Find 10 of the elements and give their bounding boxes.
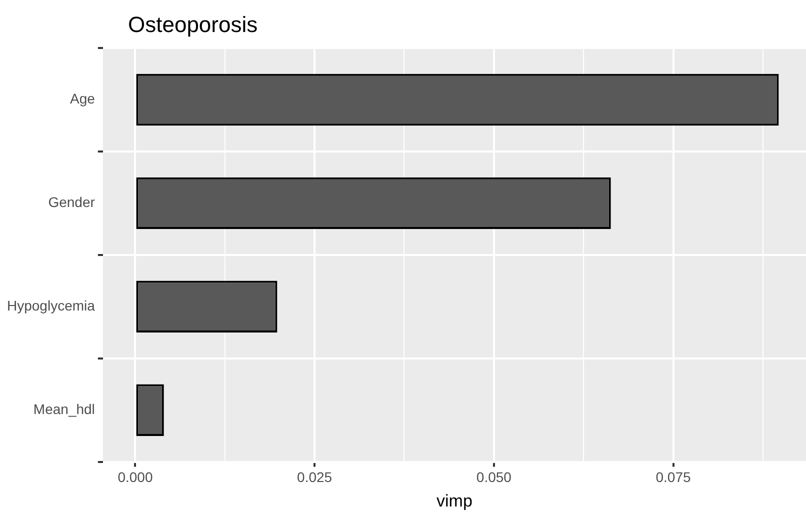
x-tick-label: 0.025 [297,469,332,486]
x-tick-label: 0.075 [656,469,691,486]
chart-title: Osteoporosis [128,12,258,38]
y-tick-label: Gender [48,194,96,210]
x-tick-label: 0.000 [118,469,153,486]
y-tick-label: Hypoglycemia [6,297,96,314]
x-tick-label: 0.050 [476,469,512,486]
y-tick-label: Age [70,90,96,107]
y-tick-label: Mean_hdl [33,400,95,417]
x-axis-title: vimp [436,491,472,510]
